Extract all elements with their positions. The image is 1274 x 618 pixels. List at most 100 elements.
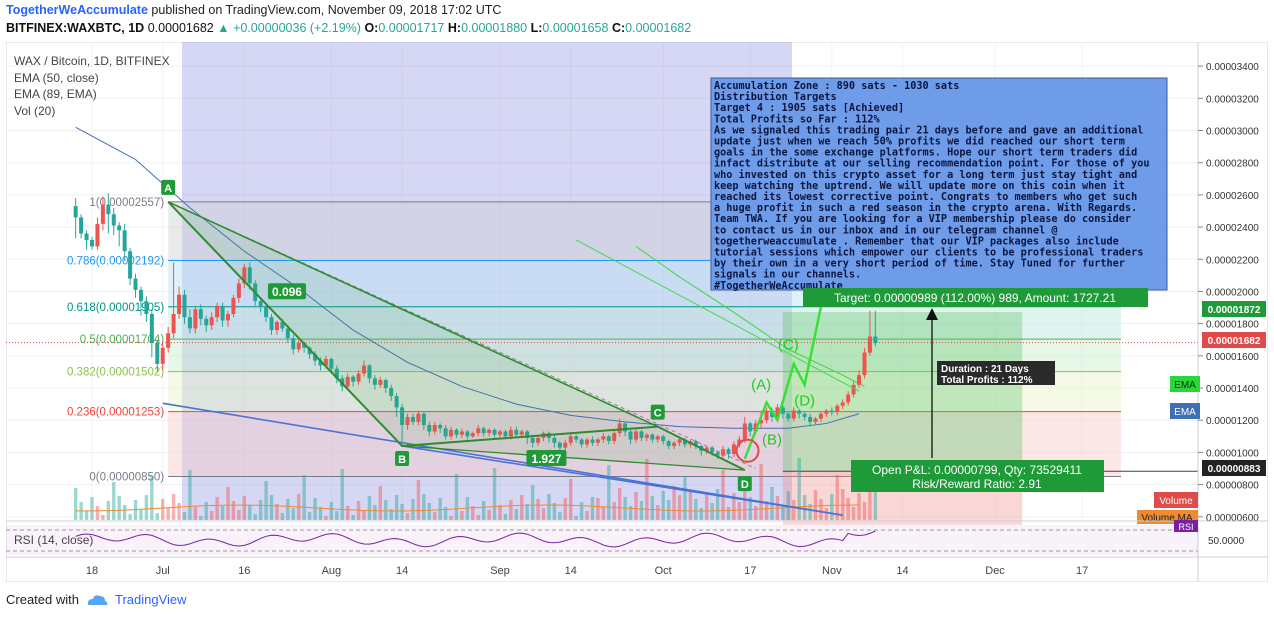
time-label: Oct xyxy=(655,565,672,577)
ratio-label: 0.096 xyxy=(272,285,302,299)
annotation-line: Accumulation Zone : 890 sats - 1030 sats xyxy=(714,80,959,92)
volume-bar xyxy=(650,496,655,520)
volume-bar xyxy=(220,506,225,520)
candle-body xyxy=(400,407,405,426)
candle-body xyxy=(818,413,823,419)
high-value: 0.00001880 xyxy=(461,21,528,35)
candle-body xyxy=(171,313,176,334)
volume-bar xyxy=(144,495,149,520)
risk-reward-text: Risk/Reward Ratio: 2.91 xyxy=(912,477,1042,491)
volume-bar xyxy=(340,469,344,520)
time-label: 17 xyxy=(1076,565,1088,577)
volume-bar xyxy=(541,508,546,520)
time-axis[interactable]: 18 Jul 16 Aug 14 Sep 14 Oct 17 Nov 14 Dec 17 xyxy=(86,565,1088,577)
volume-bar xyxy=(73,488,78,520)
volume-bar xyxy=(433,512,437,520)
legend-ema50: EMA (50, close) xyxy=(14,71,99,85)
candle-body xyxy=(829,410,834,413)
volume-bar xyxy=(585,511,589,520)
candle-body xyxy=(835,405,840,413)
annotation-box[interactable]: Accumulation Zone : 890 sats - 1030 sats… xyxy=(710,77,1168,292)
candle-body xyxy=(759,420,764,424)
volume-badge: Volume xyxy=(1154,492,1198,508)
volume-bar xyxy=(373,505,377,520)
arrow-head xyxy=(926,308,938,320)
volume-bar xyxy=(612,502,616,520)
candle-body xyxy=(508,429,513,437)
volume-bar xyxy=(846,498,850,520)
candle-body xyxy=(454,429,459,435)
volume-bar xyxy=(400,504,404,520)
profit-zone xyxy=(782,312,1023,472)
volume-bar xyxy=(819,499,823,520)
candle-body xyxy=(704,447,709,451)
candle-body xyxy=(552,437,557,443)
candle-body xyxy=(780,407,785,414)
pattern-label-A: A xyxy=(164,183,172,195)
time-label: Nov xyxy=(822,565,842,577)
volume-bar xyxy=(286,499,290,520)
candle-body xyxy=(634,431,638,440)
volume-bar xyxy=(656,505,660,520)
open-pl-label: Open P&L: 0.00000799, Qty: 73529411 Risk… xyxy=(851,460,1104,492)
candle-body xyxy=(661,436,666,442)
volume-bar xyxy=(182,512,187,520)
volume-bar xyxy=(438,498,442,520)
candle-body xyxy=(285,328,290,339)
symbol-name: BITFINEX:WAXBTC, 1D xyxy=(6,21,145,35)
candle-body xyxy=(307,347,312,355)
volume-bar xyxy=(269,495,274,520)
candle-body xyxy=(742,423,747,440)
wave-label: (A) xyxy=(751,377,771,394)
volume-bar xyxy=(95,506,100,520)
volume-bar xyxy=(835,475,839,520)
candle-body xyxy=(334,368,339,379)
time-label: Jul xyxy=(156,565,170,577)
volume-bar xyxy=(367,496,372,520)
target-text: Target: 0.00000989 (112.00%) 989, Amount… xyxy=(834,291,1116,305)
candle-body xyxy=(438,425,443,429)
volume-bar xyxy=(683,476,687,520)
volume-bar xyxy=(313,498,317,520)
annotation-line: Total Profits so Far : 112% xyxy=(714,113,880,125)
candle-body xyxy=(84,233,89,240)
volume-bar xyxy=(530,485,535,520)
time-label: 14 xyxy=(396,565,408,577)
volume-bar xyxy=(389,509,393,520)
price-chart[interactable]: 1(0.00002557) 0.786(0.00002192) 0.618(0.00… xyxy=(6,42,1268,582)
fib-label: 0.236(0.00001253) xyxy=(67,407,164,419)
pattern-tag-A xyxy=(161,179,176,195)
wave-label: (D) xyxy=(794,393,815,410)
tradingview-link[interactable]: TradingView xyxy=(114,592,187,607)
candle-body xyxy=(193,309,198,329)
volume-bar xyxy=(422,494,426,520)
volume-bar xyxy=(449,516,453,520)
pattern-ac xyxy=(167,201,659,428)
candle-body xyxy=(487,429,492,434)
volume-bar xyxy=(90,497,94,520)
candle-body xyxy=(726,449,731,455)
author-link[interactable]: TogetherWeAccumulate xyxy=(6,3,148,17)
volume-bar xyxy=(748,497,752,520)
open-label: O: xyxy=(364,21,379,35)
candle-body xyxy=(372,378,377,385)
volume-bar xyxy=(139,509,143,520)
ratio-label: 1.927 xyxy=(531,452,561,466)
volume-bar xyxy=(122,505,127,520)
time-label: 14 xyxy=(565,565,577,577)
candle-body xyxy=(90,239,94,247)
wave-line xyxy=(743,306,823,460)
candle-body xyxy=(280,322,285,329)
candle-body xyxy=(840,402,845,406)
candle-body xyxy=(465,431,470,437)
candle-body xyxy=(514,429,519,435)
candle-body xyxy=(187,317,192,329)
candle-body xyxy=(862,352,867,376)
volume-bar xyxy=(645,459,649,520)
fib-label: 0.786(0.00002192) xyxy=(67,256,164,268)
fib-label: 1(0.00002557) xyxy=(89,197,164,209)
annotation-line: As we signaled this trading pair 21 days… xyxy=(714,124,1143,136)
fib-label: 0(0.00000850) xyxy=(89,472,164,484)
volume-bar xyxy=(596,498,600,520)
candle-body xyxy=(710,447,715,453)
